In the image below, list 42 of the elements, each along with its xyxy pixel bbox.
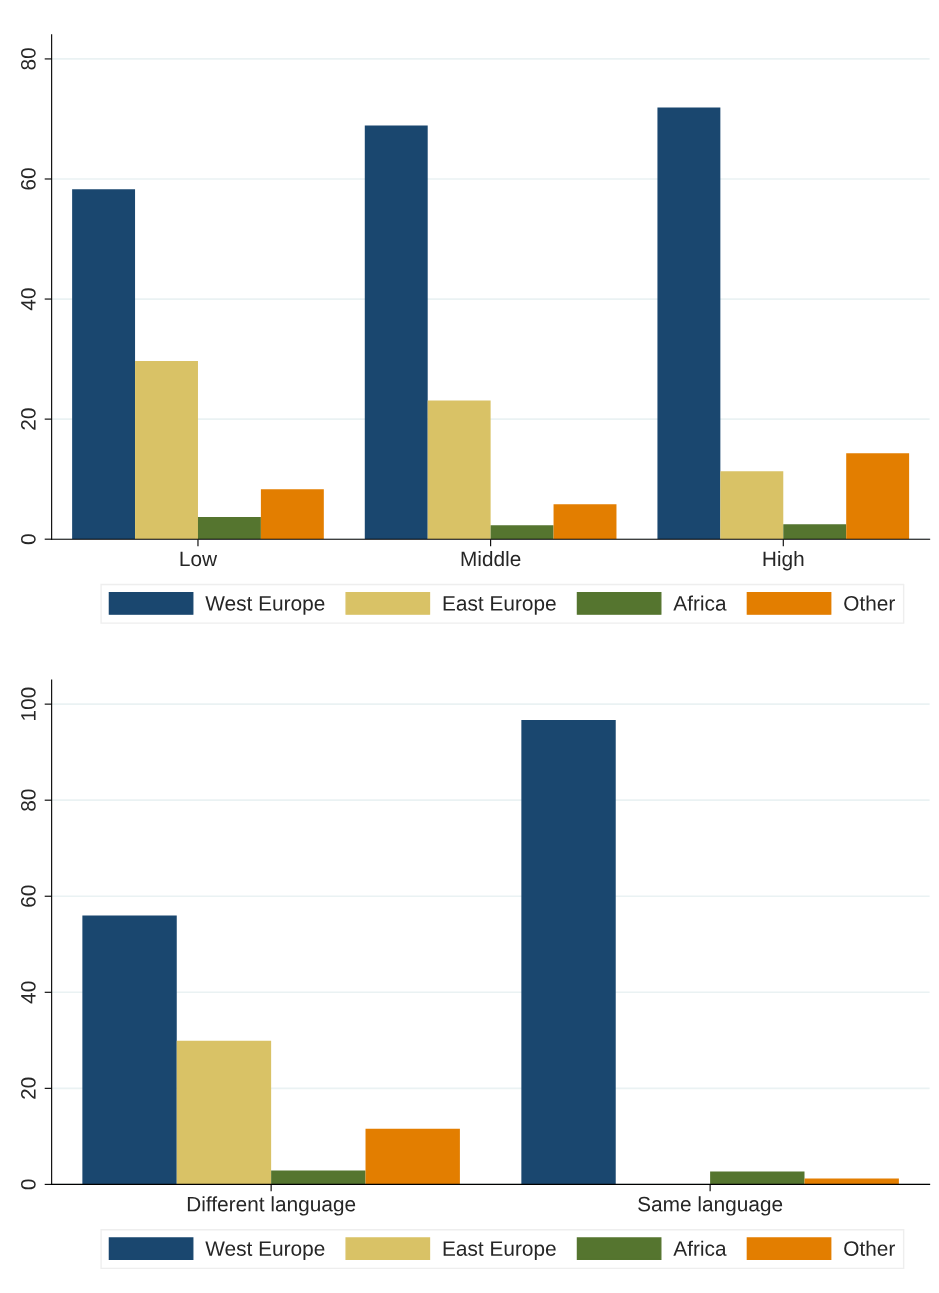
y-tick-label: 0: [20, 534, 36, 545]
bar: [783, 524, 847, 540]
y-tick-label: 60: [20, 168, 36, 190]
x-tick-label: Same language: [638, 1196, 783, 1216]
x-tick-label: Low: [180, 551, 218, 567]
legend-label: Africa: [673, 1240, 727, 1256]
y-tick-label: 60: [20, 885, 36, 907]
x-tick-label: Middle: [461, 550, 521, 567]
x-tick-label: Different language: [187, 1196, 356, 1216]
bar: [553, 504, 617, 540]
bar: [364, 125, 428, 540]
legend-label: Other: [844, 595, 895, 611]
y-tick-label: 80: [20, 48, 36, 70]
y-tick-label: 100: [20, 687, 36, 720]
legend-label: East Europe: [443, 1241, 556, 1261]
bar: [271, 1170, 366, 1185]
bar: [176, 1040, 272, 1185]
bar: [846, 453, 910, 540]
bar: [82, 915, 177, 1185]
y-tick-label: 40: [20, 288, 36, 311]
legend-label: East Europe: [443, 596, 556, 615]
bar: [427, 400, 491, 540]
legend-label: West Europe: [205, 1241, 325, 1261]
bar: [197, 516, 261, 540]
bar: [72, 189, 136, 540]
bar: [720, 471, 784, 540]
bar: [657, 107, 721, 540]
bar: [260, 489, 324, 540]
x-tick-label: High: [763, 550, 804, 571]
y-tick-label: 20: [20, 1077, 36, 1099]
legend-label: Africa: [673, 595, 727, 611]
y-tick-label: 0: [20, 1179, 36, 1190]
legend-label: West Europe: [205, 596, 325, 615]
bar: [135, 360, 198, 540]
bar: [710, 1171, 805, 1185]
bar: [490, 525, 554, 540]
bar: [521, 719, 616, 1185]
y-tick-label: 20: [20, 408, 36, 430]
legend-label: Other: [844, 1240, 895, 1256]
y-tick-label: 40: [20, 981, 36, 1004]
y-tick-label: 80: [20, 789, 36, 811]
bar: [365, 1128, 460, 1185]
